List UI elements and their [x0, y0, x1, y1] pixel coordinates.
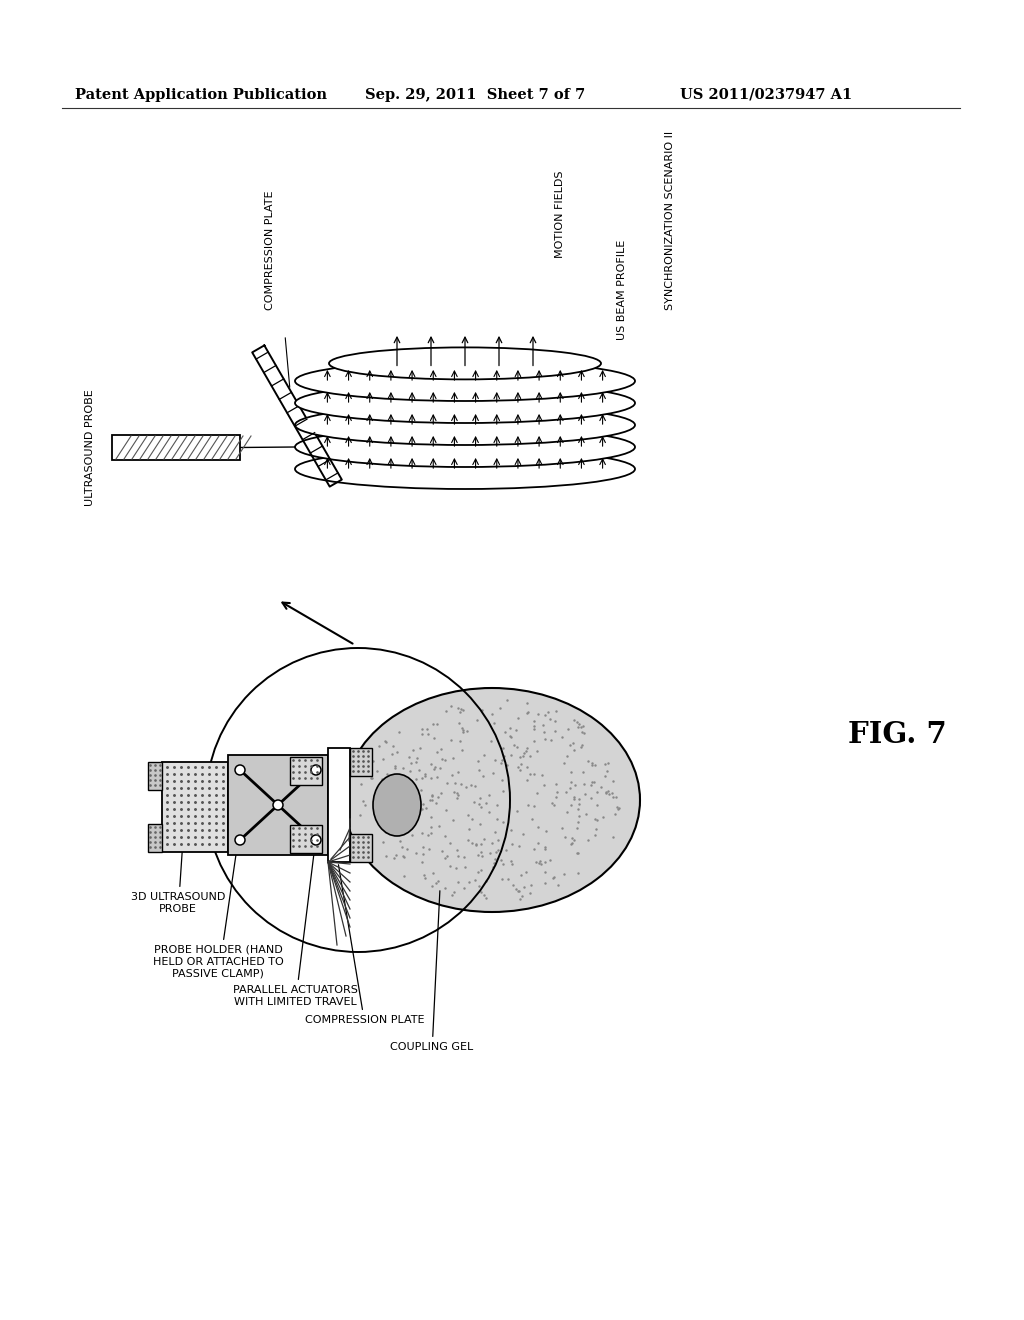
Ellipse shape: [295, 360, 635, 401]
Text: US BEAM PROFILE: US BEAM PROFILE: [617, 240, 627, 341]
Ellipse shape: [329, 347, 601, 379]
Circle shape: [311, 836, 321, 845]
Ellipse shape: [295, 426, 635, 467]
Bar: [290, 825, 322, 853]
Ellipse shape: [295, 449, 635, 488]
Text: Sep. 29, 2011  Sheet 7 of 7: Sep. 29, 2011 Sheet 7 of 7: [365, 88, 586, 102]
Bar: [112, 436, 240, 459]
Text: PROBE HOLDER (HAND
HELD OR ATTACHED TO
PASSIVE CLAMP): PROBE HOLDER (HAND HELD OR ATTACHED TO P…: [153, 775, 284, 978]
Bar: [290, 756, 322, 785]
Ellipse shape: [344, 688, 640, 912]
Text: PARALLEL ACTUATORS
WITH LIMITED TRAVEL: PARALLEL ACTUATORS WITH LIMITED TRAVEL: [232, 847, 357, 1007]
Ellipse shape: [373, 774, 421, 836]
Text: US 2011/0237947 A1: US 2011/0237947 A1: [680, 88, 852, 102]
Bar: [148, 762, 162, 789]
Circle shape: [273, 800, 283, 810]
Text: 3D ULTRASOUND
PROBE: 3D ULTRASOUND PROBE: [131, 813, 225, 913]
Bar: [228, 755, 328, 855]
Circle shape: [311, 766, 321, 775]
Text: MOTION FIELDS: MOTION FIELDS: [555, 170, 565, 257]
Circle shape: [234, 766, 245, 775]
Text: COMPRESSION PLATE: COMPRESSION PLATE: [265, 190, 275, 310]
Text: FIG. 7: FIG. 7: [848, 719, 947, 748]
Bar: [328, 748, 350, 862]
Text: SYNCHRONIZATION SCENARIO II: SYNCHRONIZATION SCENARIO II: [665, 131, 675, 310]
Bar: [350, 748, 372, 776]
Text: Patent Application Publication: Patent Application Publication: [75, 88, 327, 102]
Ellipse shape: [295, 383, 635, 422]
Circle shape: [234, 836, 245, 845]
Ellipse shape: [295, 405, 635, 445]
Text: COMPRESSION PLATE: COMPRESSION PLATE: [305, 865, 425, 1026]
Bar: [148, 824, 162, 851]
Bar: [350, 834, 372, 862]
Bar: [162, 762, 228, 851]
Text: COUPLING GEL: COUPLING GEL: [390, 891, 474, 1052]
Text: ULTRASOUND PROBE: ULTRASOUND PROBE: [85, 389, 95, 507]
